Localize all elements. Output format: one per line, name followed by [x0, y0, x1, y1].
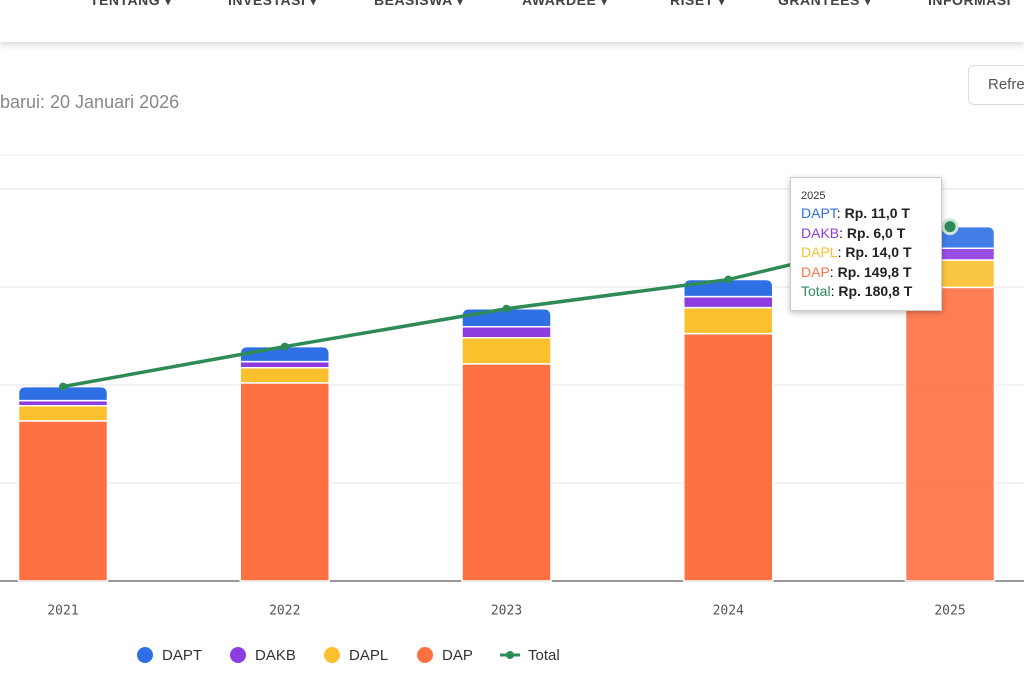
legend-label: DAP	[442, 647, 473, 664]
x-tick-label: 2025	[934, 604, 965, 619]
bar-segment	[17, 405, 109, 422]
legend-item[interactable]: DAKB	[230, 647, 296, 664]
bar-segment	[461, 363, 552, 582]
refresh-button[interactable]: Refre	[968, 65, 1024, 105]
nav-item[interactable]: RISET ▾	[670, 0, 726, 8]
legend-marker	[230, 647, 246, 663]
bar-segment	[683, 295, 774, 309]
legend-label: Total	[528, 647, 560, 664]
legend-marker	[506, 651, 514, 659]
bar-segment	[239, 367, 330, 384]
bar-segment	[239, 382, 330, 582]
tooltip-series: DAPL	[801, 244, 838, 260]
legend-item[interactable]: DAP	[417, 647, 473, 664]
bar-segment	[17, 385, 109, 402]
tooltip-series: DAPT	[801, 205, 837, 221]
updated-text: barui: 20 Januari 2026	[0, 92, 180, 112]
x-tick-label: 2024	[713, 604, 744, 619]
legend-marker	[324, 647, 340, 663]
bar-segment	[683, 306, 774, 335]
legend-item[interactable]: DAPL	[324, 647, 388, 664]
nav-item[interactable]: INFORMASI	[928, 0, 1012, 8]
tooltip-series: Total	[801, 283, 831, 299]
nav-item[interactable]: GRANTEES ▾	[778, 0, 872, 8]
bar-segment	[239, 360, 330, 369]
tooltip-value: Rp. 14,0 T	[845, 244, 912, 260]
tooltip-row: DAKB: Rp. 6,0 T	[801, 224, 906, 241]
total-point	[724, 275, 733, 284]
tooltip-series: DAKB	[801, 224, 840, 241]
x-tick-label: 2023	[491, 604, 522, 619]
tooltip-value: Rp. 11,0 T	[844, 205, 910, 221]
total-point	[941, 218, 959, 236]
nav-item[interactable]: TENTANG ▾	[90, 0, 173, 8]
legend-label: DAPL	[349, 647, 388, 664]
total-point	[280, 342, 289, 351]
nav-item[interactable]: INVESTASI ▾	[228, 0, 318, 8]
total-point	[59, 382, 67, 391]
x-tick-label: 2022	[269, 604, 300, 619]
tooltip-row: DAPT: Rp. 11,0 T	[801, 205, 910, 221]
tooltip-series: DAP	[801, 263, 830, 280]
tooltip: 2025 DAPT: Rp. 11,0 T DAKB: Rp. 6,0 T DAPL:…	[790, 177, 942, 311]
bar-segment	[683, 332, 774, 582]
total-point	[502, 304, 511, 313]
tooltip-row: Total: Rp. 180,8 T	[801, 283, 913, 299]
bar-segment	[17, 420, 109, 582]
bar-segment	[904, 286, 996, 582]
tooltip-row: DAPL: Rp. 14,0 T	[801, 244, 912, 260]
legend-label: DAPT	[162, 647, 202, 664]
tooltip-value: Rp. 149,8 T	[837, 263, 912, 280]
bar-segment	[461, 337, 552, 365]
tooltip-value: Rp. 180,8 T	[838, 283, 913, 299]
x-tick-label: 2021	[47, 604, 78, 619]
legend-label: DAKB	[255, 647, 296, 664]
legend-item[interactable]: DAPT	[137, 647, 202, 664]
legend-marker	[417, 647, 433, 663]
bar-segment	[17, 399, 109, 407]
legend-marker	[137, 647, 153, 663]
nav-item[interactable]: AWARDEE ▾	[522, 0, 609, 8]
tooltip-row: DAP: Rp. 149,8 T	[801, 263, 912, 280]
tooltip-value: Rp. 6,0 T	[846, 224, 906, 241]
nav-item[interactable]: BEASISWA ▾	[374, 0, 465, 8]
bar-segment	[461, 326, 552, 339]
nav-bar: TENTANG ▾ INVESTASI ▾ BEASISWA ▾ AWARDEE ▾ R…	[0, 0, 1024, 42]
tooltip-title: 2025	[801, 190, 826, 202]
legend-item[interactable]: Total	[500, 647, 560, 664]
